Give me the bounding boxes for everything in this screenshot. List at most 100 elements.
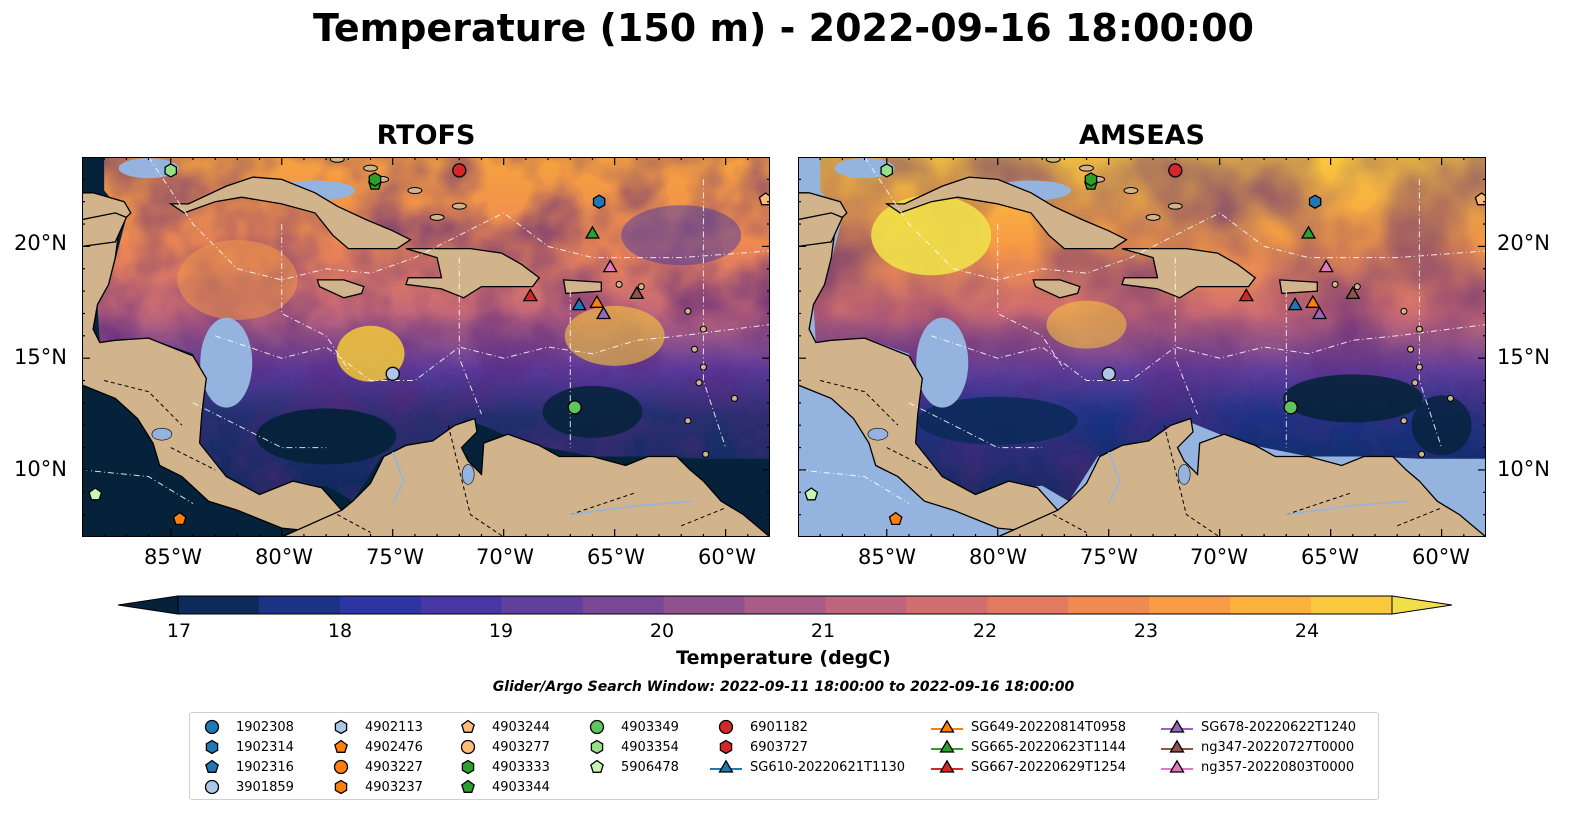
legend-label: 4903344 xyxy=(492,779,550,795)
legend-label: 4903277 xyxy=(492,739,550,755)
legend-item: ng357-20220803T0000 xyxy=(1157,757,1354,777)
legend-marker xyxy=(577,757,617,777)
obs-SG649-20220814T0958 xyxy=(589,294,605,308)
legend-marker-hexagon xyxy=(334,779,348,795)
legend-item: SG610-20220621T1130 xyxy=(706,757,905,777)
legend-marker xyxy=(448,777,488,797)
legend-item: 6901182 xyxy=(706,717,808,737)
obs-4902476 xyxy=(888,511,903,526)
legend-item: 4903244 xyxy=(448,717,550,737)
legend-item: ng347-20220727T0000 xyxy=(1157,737,1354,757)
legend-label: 3901859 xyxy=(236,779,294,795)
legend-label: 1902316 xyxy=(236,759,294,775)
legend-marker xyxy=(1157,757,1197,777)
legend-marker xyxy=(321,717,361,737)
obs-6901182 xyxy=(1168,163,1183,178)
y-tick-10n-left: 10°N xyxy=(14,457,67,481)
land-hispaniola xyxy=(1121,247,1257,299)
legend-marker xyxy=(577,717,617,737)
figure-title: Temperature (150 m) - 2022-09-16 18:00:0… xyxy=(312,6,1254,50)
legend-marker xyxy=(706,717,746,737)
legend-label: 4903244 xyxy=(492,719,550,735)
legend-label: 4902476 xyxy=(365,739,423,755)
legend-marker-pentagon xyxy=(461,719,475,733)
obs-SG610-20220621T1130 xyxy=(1287,297,1303,311)
colorbar-tick: 24 xyxy=(1294,620,1320,642)
legend-label: 5906478 xyxy=(621,759,679,775)
land-yucatanTip xyxy=(798,212,844,248)
x-tick-80w-right: 80°W xyxy=(969,545,1027,569)
legend-marker-triangle-line xyxy=(939,739,955,753)
colorbar-segment xyxy=(420,596,503,614)
legend-marker xyxy=(192,757,232,777)
colorbar-tick: 19 xyxy=(488,620,514,642)
y-tick-20n-right: 20°N xyxy=(1497,231,1550,255)
legend-marker xyxy=(927,737,967,757)
legend-item: 6903727 xyxy=(706,737,808,757)
y-tick-20n-left: 20°N xyxy=(14,231,67,255)
legend-item: 4903349 xyxy=(577,717,679,737)
legend-marker xyxy=(192,717,232,737)
colorbar-tick: 22 xyxy=(972,620,998,642)
colorbar-segment xyxy=(501,596,584,614)
colorbar-segment xyxy=(339,596,422,614)
legend-label: 1902314 xyxy=(236,739,294,755)
obs-5906478 xyxy=(804,487,819,501)
colorbar-segment xyxy=(906,596,988,614)
x-tick-70w-right: 70°W xyxy=(1190,545,1248,569)
colorbar-segment xyxy=(663,596,746,614)
legend-item: SG649-20220814T0958 xyxy=(927,717,1126,737)
rtofs-map xyxy=(82,157,770,537)
legend-marker xyxy=(192,777,232,797)
legend-label: SG649-20220814T0958 xyxy=(971,719,1127,735)
x-tick-80w-left: 80°W xyxy=(255,545,313,569)
legend-marker-circle xyxy=(460,739,476,755)
legend-marker xyxy=(321,737,361,757)
legend-marker xyxy=(448,757,488,777)
obs-SG665-20220623T1144 xyxy=(584,225,601,239)
colorbar-segment xyxy=(825,596,907,614)
land-puertoRico xyxy=(1278,279,1318,295)
x-tick-75w-left: 75°W xyxy=(366,545,424,569)
legend-marker xyxy=(706,737,746,757)
land-cuba xyxy=(884,176,1128,250)
legend-marker-triangle-line xyxy=(1169,739,1185,753)
obs-SG667-20220629T1254 xyxy=(522,288,538,302)
obs-5906478 xyxy=(88,487,103,501)
legend-marker-circle xyxy=(333,759,349,775)
legend-marker xyxy=(1157,737,1197,757)
obs-3901859 xyxy=(1101,366,1116,381)
land-jamaica xyxy=(1032,279,1081,299)
x-tick-85w-left: 85°W xyxy=(144,545,202,569)
x-tick-85w-right: 85°W xyxy=(858,545,916,569)
land-southAmerica xyxy=(82,417,770,537)
colorbar-segment xyxy=(1311,596,1393,614)
obs-1902314 xyxy=(592,194,606,209)
legend-marker-triangle-line xyxy=(1169,759,1185,773)
legend-item: 4903227 xyxy=(321,757,423,777)
legend-item: 1902316 xyxy=(192,757,294,777)
colorbar-over-arrow xyxy=(1391,595,1453,615)
obs-SG678-20220622T1240 xyxy=(595,305,612,320)
x-tick-65w-left: 65°W xyxy=(587,545,645,569)
colorbar-tick: 17 xyxy=(166,620,192,642)
y-tick-15n-left: 15°N xyxy=(14,345,67,369)
legend-label: 4903333 xyxy=(492,759,550,775)
legend-item: SG678-20220622T1240 xyxy=(1157,717,1356,737)
obs-SG610-20220621T1130 xyxy=(571,297,587,311)
legend-label: 4903354 xyxy=(621,739,679,755)
x-tick-75w-right: 75°W xyxy=(1080,545,1138,569)
land-yucatanTip xyxy=(82,212,128,248)
obs-4903333 xyxy=(368,172,382,187)
legend-label: 6901182 xyxy=(750,719,808,735)
land-cuba xyxy=(168,176,412,250)
obs-SG667-20220629T1254 xyxy=(1238,288,1254,302)
legend-item: SG667-20220629T1254 xyxy=(927,757,1126,777)
legend-marker xyxy=(1157,717,1197,737)
legend-marker-triangle-line xyxy=(718,759,734,773)
colorbar-tick: 18 xyxy=(327,620,353,642)
legend-marker xyxy=(321,777,361,797)
colorbar-segment xyxy=(258,596,341,614)
obs-4903349 xyxy=(1283,400,1298,415)
obs-4902476 xyxy=(172,511,187,526)
